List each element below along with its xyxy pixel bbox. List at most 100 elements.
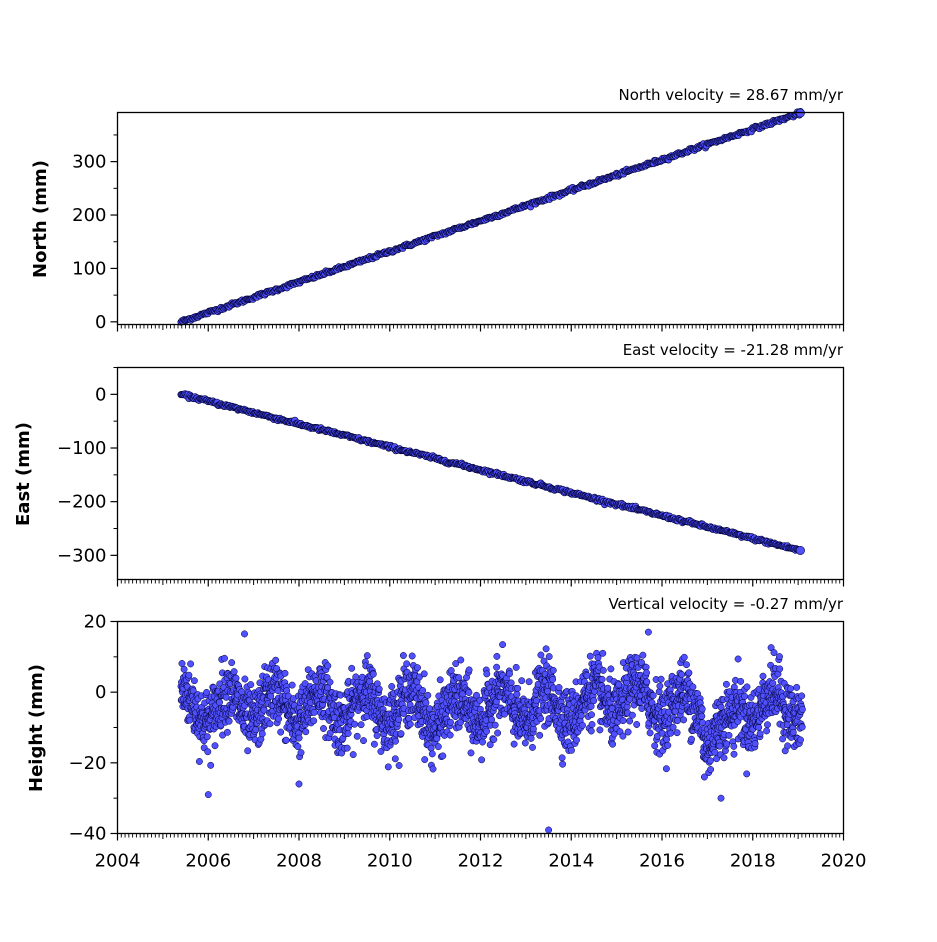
data-point — [651, 742, 659, 750]
data-point — [639, 651, 647, 659]
data-point — [646, 729, 654, 737]
data-point — [275, 715, 283, 723]
data-point — [662, 765, 670, 773]
data-point — [228, 659, 236, 667]
data-point — [527, 734, 535, 742]
x-tick-label: 2004 — [95, 851, 141, 872]
data-point — [537, 715, 545, 723]
data-point — [447, 718, 454, 726]
data-point — [755, 723, 763, 731]
data-point — [434, 743, 442, 751]
data-point — [559, 760, 567, 768]
data-point — [446, 731, 454, 739]
data-point — [674, 717, 682, 725]
data-point — [573, 736, 580, 744]
y-tick-label: −20 — [69, 753, 107, 774]
data-point — [178, 660, 186, 667]
data-point — [678, 671, 686, 679]
data-point — [532, 697, 540, 705]
data-point — [720, 754, 728, 762]
x-tick-label: 2016 — [639, 851, 685, 872]
data-point — [357, 721, 365, 729]
data-point — [525, 678, 533, 686]
data-point — [537, 651, 545, 659]
data-point — [737, 677, 745, 685]
east-velocity-title: East velocity = -21.28 mm/yr — [623, 341, 844, 359]
vertical-velocity-title: Vertical velocity = -0.27 mm/yr — [608, 595, 843, 613]
y-tick-label: 100 — [72, 258, 106, 279]
data-point — [483, 670, 491, 678]
data-point — [216, 698, 223, 706]
data-point — [638, 705, 646, 712]
data-point — [282, 736, 290, 744]
data-point — [483, 727, 491, 735]
data-point — [267, 692, 275, 700]
east-xticks — [116, 579, 845, 587]
x-tick-label: 2020 — [821, 851, 867, 872]
x-tick-label: 2010 — [367, 851, 413, 872]
data-point — [598, 675, 606, 683]
data-point — [363, 652, 371, 660]
north-yticks: 0 100 200 300 — [72, 134, 118, 333]
data-point — [529, 743, 536, 751]
data-point — [619, 717, 627, 725]
data-point — [294, 743, 302, 751]
data-point — [586, 652, 594, 660]
height-yticks: 20 0 −20 −40 — [69, 612, 118, 845]
data-point — [763, 727, 771, 735]
data-point — [596, 726, 604, 734]
data-point — [730, 742, 738, 750]
data-point — [195, 758, 203, 765]
data-point — [789, 728, 797, 736]
data-point — [414, 664, 421, 672]
data-point — [655, 688, 663, 696]
data-point — [204, 748, 212, 756]
data-point — [698, 705, 706, 713]
data-point — [590, 697, 598, 705]
data-point — [388, 683, 396, 690]
data-point — [493, 663, 501, 671]
data-point — [406, 720, 414, 728]
data-point — [513, 690, 521, 698]
data-point — [180, 665, 188, 673]
data-point — [241, 675, 249, 683]
data-point — [420, 670, 428, 678]
data-point — [222, 693, 230, 701]
data-point — [478, 756, 486, 764]
data-point — [683, 661, 690, 669]
data-point — [607, 665, 615, 673]
data-point — [422, 699, 430, 707]
data-point — [351, 720, 359, 728]
data-point — [588, 721, 596, 728]
data-point — [599, 649, 607, 657]
data-point — [247, 681, 255, 689]
data-point — [680, 716, 688, 724]
data-point — [798, 705, 806, 713]
data-point — [252, 726, 260, 734]
data-point — [798, 692, 806, 700]
data-point — [544, 687, 552, 695]
data-point — [793, 683, 801, 691]
data-point — [656, 682, 664, 690]
data-point — [723, 740, 731, 748]
data-point — [507, 679, 515, 687]
data-point — [348, 664, 356, 672]
panel-height: Vertical velocity = -0.27 mm/yr 20 0 −20 −4… — [26, 595, 866, 872]
y-tick-label: 0 — [95, 312, 106, 333]
data-point — [776, 665, 784, 673]
data-point — [568, 746, 575, 754]
x-tick-label: 2018 — [730, 851, 776, 872]
data-point — [680, 653, 688, 661]
data-point — [751, 740, 759, 748]
data-point — [689, 683, 697, 691]
data-point — [353, 732, 361, 740]
data-point — [549, 676, 557, 683]
data-point — [310, 717, 318, 725]
data-point — [521, 739, 529, 747]
data-point — [643, 669, 650, 677]
north-ylabel: North (mm) — [30, 160, 51, 278]
data-point — [488, 716, 496, 724]
data-point — [699, 719, 706, 727]
data-point — [779, 735, 787, 743]
